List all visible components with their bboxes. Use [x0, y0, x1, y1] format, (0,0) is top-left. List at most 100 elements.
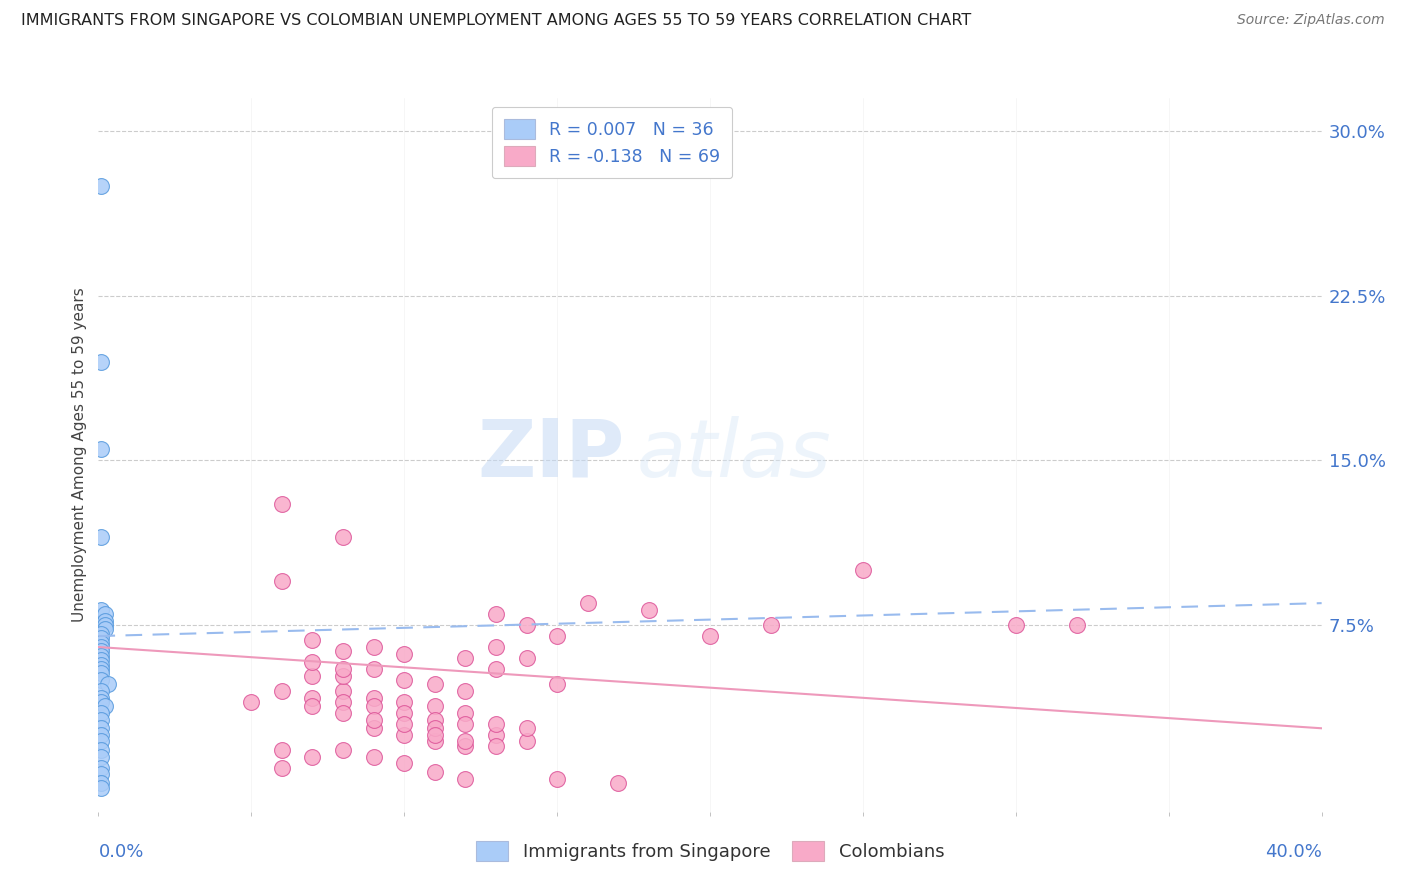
Point — [90, 767, 112, 781]
Point — [423, 734, 446, 748]
Point — [301, 656, 323, 670]
Point — [93, 618, 115, 632]
Point — [516, 618, 538, 632]
Point — [90, 761, 112, 775]
Point — [90, 728, 112, 742]
Point — [90, 644, 112, 658]
Point — [392, 756, 416, 771]
Point — [1004, 618, 1026, 632]
Point — [332, 743, 354, 757]
Point — [90, 442, 112, 457]
Point — [90, 662, 112, 676]
Point — [423, 677, 446, 691]
Point — [454, 717, 477, 731]
Point — [270, 761, 292, 775]
Point — [90, 640, 112, 654]
Point — [90, 780, 112, 795]
Point — [332, 662, 354, 676]
Point — [90, 713, 112, 727]
Point — [301, 690, 323, 705]
Point — [607, 776, 630, 790]
Y-axis label: Unemployment Among Ages 55 to 59 years: Unemployment Among Ages 55 to 59 years — [72, 287, 87, 623]
Point — [392, 673, 416, 687]
Point — [423, 713, 446, 727]
Point — [485, 739, 508, 753]
Point — [90, 653, 112, 667]
Point — [90, 734, 112, 748]
Point — [363, 662, 385, 676]
Point — [332, 530, 354, 544]
Point — [90, 603, 112, 617]
Point — [90, 749, 112, 764]
Point — [270, 743, 292, 757]
Point — [516, 651, 538, 665]
Point — [454, 706, 477, 720]
Point — [699, 629, 721, 643]
Point — [759, 618, 782, 632]
Point — [270, 574, 292, 589]
Point — [392, 706, 416, 720]
Point — [90, 635, 112, 649]
Point — [485, 607, 508, 621]
Point — [546, 629, 568, 643]
Point — [363, 640, 385, 654]
Point — [90, 657, 112, 672]
Point — [90, 673, 112, 687]
Point — [90, 627, 112, 641]
Point — [363, 690, 385, 705]
Point — [90, 648, 112, 663]
Legend: Immigrants from Singapore, Colombians: Immigrants from Singapore, Colombians — [463, 828, 957, 874]
Point — [392, 647, 416, 661]
Point — [301, 749, 323, 764]
Point — [90, 632, 112, 646]
Point — [546, 772, 568, 786]
Point — [332, 644, 354, 658]
Point — [93, 623, 115, 637]
Point — [392, 728, 416, 742]
Point — [93, 614, 115, 628]
Point — [454, 684, 477, 698]
Point — [454, 651, 477, 665]
Point — [485, 728, 508, 742]
Point — [93, 607, 115, 621]
Point — [90, 690, 112, 705]
Text: IMMIGRANTS FROM SINGAPORE VS COLOMBIAN UNEMPLOYMENT AMONG AGES 55 TO 59 YEARS CO: IMMIGRANTS FROM SINGAPORE VS COLOMBIAN U… — [21, 13, 972, 29]
Point — [301, 633, 323, 648]
Point — [576, 596, 599, 610]
Point — [485, 662, 508, 676]
Point — [454, 734, 477, 748]
Point — [423, 728, 446, 742]
Text: 40.0%: 40.0% — [1265, 843, 1322, 861]
Point — [423, 765, 446, 780]
Point — [90, 706, 112, 720]
Text: Source: ZipAtlas.com: Source: ZipAtlas.com — [1237, 13, 1385, 28]
Point — [90, 178, 112, 193]
Text: 0.0%: 0.0% — [98, 843, 143, 861]
Point — [637, 603, 661, 617]
Text: ZIP: ZIP — [477, 416, 624, 494]
Point — [97, 677, 120, 691]
Point — [90, 721, 112, 735]
Point — [93, 699, 115, 714]
Point — [90, 530, 112, 544]
Point — [1066, 618, 1088, 632]
Point — [90, 684, 112, 698]
Point — [301, 699, 323, 714]
Point — [90, 743, 112, 757]
Point — [332, 668, 354, 682]
Point — [90, 354, 112, 368]
Point — [454, 739, 477, 753]
Point — [332, 695, 354, 709]
Point — [363, 713, 385, 727]
Point — [90, 666, 112, 681]
Point — [546, 677, 568, 691]
Point — [454, 772, 477, 786]
Text: atlas: atlas — [637, 416, 831, 494]
Point — [363, 699, 385, 714]
Point — [392, 717, 416, 731]
Point — [363, 721, 385, 735]
Point — [240, 695, 263, 709]
Point — [516, 721, 538, 735]
Point — [392, 695, 416, 709]
Point — [485, 640, 508, 654]
